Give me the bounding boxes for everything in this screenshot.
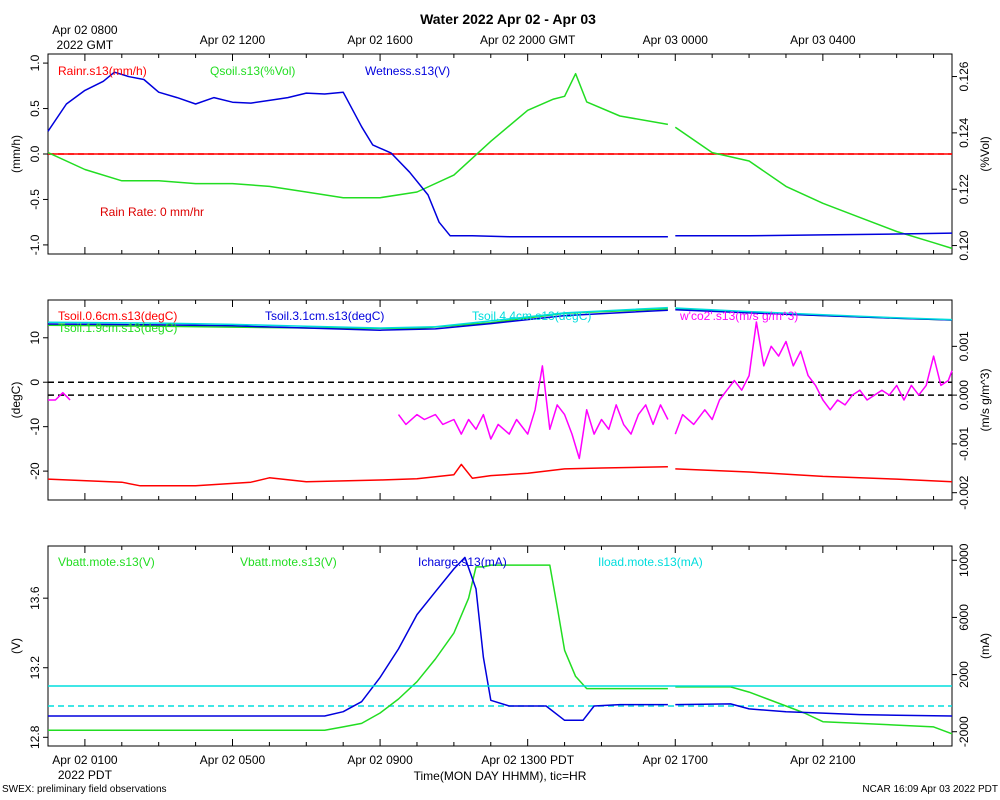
series-line-tsoil-0-6cm-s13-degc- [47, 463, 953, 487]
chart-panels: 1.0 0.5 0.0 -0.5 -1.0 0.126 0.124 0.122 0.120 (mm… [9, 53, 992, 749]
right-y-tick-label: 0.120 [957, 230, 971, 260]
top-time-label: Apr 02 0800 [52, 23, 118, 37]
right-axis-label: (m/s g/m^3) [978, 369, 992, 432]
right-y-tick-label: -2000 [957, 716, 971, 747]
right-y-tick-label: 0.122 [957, 174, 971, 204]
legend-entry: Wetness.s13(V) [365, 64, 450, 78]
right-y-tick-label: 2000 [957, 661, 971, 688]
left-y-tick-label: 13.2 [28, 656, 42, 680]
plot-frame [47, 545, 953, 747]
series-line-qsoil-s13-vol- [47, 72, 953, 250]
legend-entry: w'co2'.s13(m/s g/m^3) [679, 309, 798, 323]
series-line-icharge-s13-ma- [48, 556, 953, 722]
legend-entry: Tsoil.0.6cm.s13(degC) [58, 309, 177, 323]
right-axis-label: (mA) [978, 633, 992, 659]
left-y-tick-label: 1.0 [28, 54, 42, 71]
legend-entry: Rainr.s13(mm/h) [58, 64, 147, 78]
top-time-label-sub: 2022 GMT [57, 38, 114, 52]
legend-entry: Vbatt.mote.s13(V) [240, 555, 337, 569]
series-line-tsoil-4-4cm-s13-degc- [47, 306, 953, 329]
right-y-tick-label: 0.126 [957, 61, 971, 91]
chart-panel-water: 1.0 0.5 0.0 -0.5 -1.0 0.126 0.124 0.122 0.120 (mm… [9, 53, 992, 261]
legend-entry: Tsoil.3.1cm.s13(degC) [265, 309, 384, 323]
footer-right: NCAR 16:09 Apr 03 2022 PDT [862, 784, 998, 795]
chart-panel-power: 13.6 13.2 12.8 10000 6000 2000 -2000 (V) (mA) Vba… [9, 543, 992, 749]
bottom-time-label: Apr 02 0900 [347, 753, 413, 767]
right-y-tick-label: 0.001 [957, 331, 971, 361]
bottom-time-label: Apr 02 0500 [200, 753, 266, 767]
left-y-tick-label: 0.5 [28, 100, 42, 117]
top-time-label: Apr 02 2000 GMT [480, 33, 576, 47]
legend-entry: Iload.mote.s13(mA) [598, 555, 703, 569]
left-axis-label: (V) [9, 638, 23, 654]
legend-entry: Tsoil.4.4cm.s13(degC) [472, 309, 591, 323]
left-axis-label: (mm/h) [9, 135, 23, 173]
left-y-tick-label: -0.5 [28, 189, 42, 210]
chart-panel-soil-temperature: 10 0 -10 -20 0.001 0.000 -0.001 -0.002 (degC) (m/… [9, 299, 992, 510]
left-y-tick-label: 0.0 [28, 145, 42, 162]
bottom-time-label: Apr 02 1700 [643, 753, 709, 767]
left-y-tick-label: -20 [28, 462, 42, 480]
top-time-label: Apr 03 0400 [790, 33, 856, 47]
legend-entry: Icharge.s13(mA) [418, 555, 507, 569]
footer-left: SWEX: preliminary field observations [2, 784, 167, 795]
series-line-wetness-s13-v- [47, 71, 953, 238]
top-time-label: Apr 03 0000 [643, 33, 709, 47]
figure-title: Water 2022 Apr 02 - Apr 03 [420, 11, 596, 27]
right-y-tick-label: -0.002 [957, 475, 971, 509]
left-y-tick-label: 10 [28, 331, 42, 345]
right-y-tick-label: 10000 [957, 543, 971, 577]
bottom-time-label: Apr 02 2100 [790, 753, 856, 767]
series-line-vbatt-mote-s13-v- [48, 564, 953, 735]
left-y-tick-label: 0 [28, 379, 42, 386]
left-axis-label: (degC) [9, 382, 23, 419]
left-y-tick-label: 12.8 [28, 725, 42, 749]
legend-entry: Vbatt.mote.s13(V) [58, 555, 155, 569]
rain-rate-annotation: Rain Rate: 0 mm/hr [100, 205, 204, 219]
bottom-time-label: Apr 02 1300 PDT [481, 753, 574, 767]
right-y-tick-label: 6000 [957, 604, 971, 631]
plot-frame [47, 299, 953, 501]
left-y-tick-label: -1.0 [28, 234, 42, 255]
x-axis-title: Time(MON DAY HHMM), tic=HR [414, 769, 587, 783]
left-y-tick-label: 13.6 [28, 586, 42, 610]
right-y-tick-label: -0.001 [957, 427, 971, 461]
right-axis-label: (%Vol) [978, 136, 992, 171]
bottom-time-label-sub: 2022 PDT [58, 768, 113, 782]
right-y-tick-label: 0.000 [957, 380, 971, 410]
top-time-label: Apr 02 1600 [347, 33, 413, 47]
legend-entry: Tsoil.1.9cm.s13(degC) [58, 321, 177, 335]
top-time-label: Apr 02 1200 [200, 33, 266, 47]
left-y-tick-label: -10 [28, 418, 42, 436]
legend-entry: Qsoil.s13(%Vol) [210, 64, 295, 78]
series-line-w-co2-s13-m-s-g-m-3- [48, 321, 953, 460]
right-y-tick-label: 0.124 [957, 118, 971, 148]
bottom-time-label: Apr 02 0100 [52, 753, 118, 767]
